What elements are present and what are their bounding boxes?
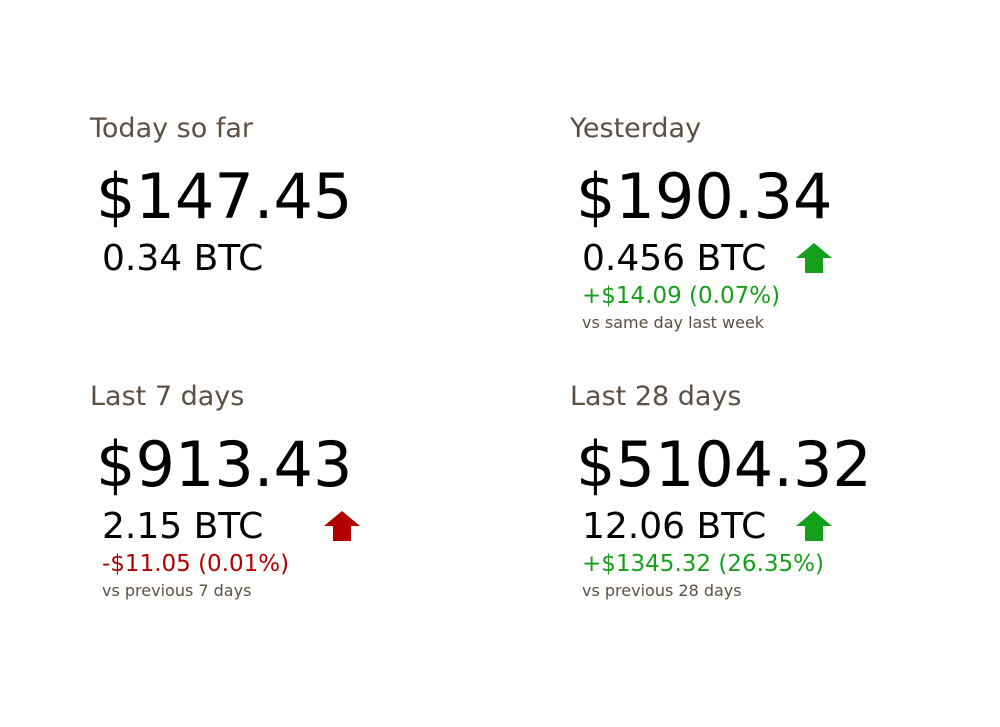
btc-amount: 0.34 BTC	[102, 238, 264, 279]
comparison-label: vs previous 7 days	[102, 581, 252, 600]
card-title: Last 7 days	[90, 381, 245, 412]
btc-amount: 2.15 BTC	[102, 506, 264, 547]
btc-amount: 0.456 BTC	[582, 238, 767, 279]
usd-amount: $147.45	[96, 160, 353, 233]
card-title: Yesterday	[570, 113, 702, 144]
usd-amount: $190.34	[576, 160, 833, 233]
card-title: Last 28 days	[570, 381, 742, 412]
up-arrow-icon	[796, 511, 832, 541]
up-arrow-icon	[324, 511, 360, 541]
btc-amount: 12.06 BTC	[582, 506, 767, 547]
change-amount: -$11.05 (0.01%)	[102, 551, 290, 577]
up-arrow-icon	[796, 243, 832, 273]
comparison-label: vs previous 28 days	[582, 581, 742, 600]
change-amount: +$1345.32 (26.35%)	[582, 551, 824, 577]
card-title: Today so far	[90, 113, 253, 144]
usd-amount: $5104.32	[576, 428, 872, 501]
comparison-label: vs same day last week	[582, 313, 765, 332]
usd-amount: $913.43	[96, 428, 353, 501]
change-amount: +$14.09 (0.07%)	[582, 283, 781, 309]
